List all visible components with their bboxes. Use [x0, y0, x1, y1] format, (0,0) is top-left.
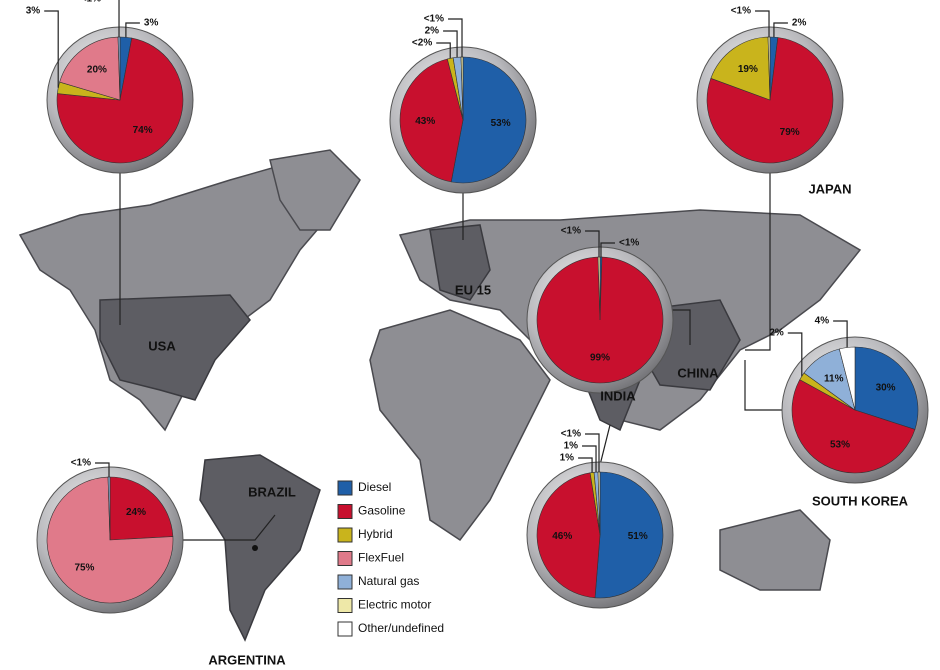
- region-label: SOUTH KOREA: [812, 493, 909, 508]
- region-label: CHINA: [677, 365, 719, 380]
- leader-line: [833, 320, 848, 348]
- slice-label: 1%: [564, 441, 579, 452]
- pie-slice: [56, 37, 184, 164]
- leader-line: [755, 10, 770, 38]
- connector-line: [665, 309, 691, 345]
- slice-label: 2%: [425, 26, 440, 37]
- leader-line: [95, 462, 110, 478]
- slice-label: 3%: [144, 18, 159, 29]
- slice-label: 24%: [126, 507, 146, 518]
- pie-slice: [710, 36, 771, 101]
- slice-label: 3%: [26, 6, 41, 17]
- region-label: USA: [148, 338, 176, 353]
- region-label: BRAZIL: [248, 484, 296, 499]
- slice-label: 11%: [824, 373, 844, 384]
- legend-swatch: [337, 504, 353, 519]
- leader-line: [125, 22, 140, 38]
- slice-label: 79%: [780, 127, 800, 138]
- connector-line: [180, 514, 276, 541]
- pie-slice: [399, 58, 464, 183]
- slice-label: <2%: [412, 38, 432, 49]
- slice-label: 51%: [628, 531, 648, 542]
- leader-line: [773, 22, 788, 38]
- pie-slice: [854, 346, 919, 430]
- pie-slice: [594, 471, 664, 599]
- map-label: ARGENTINA: [208, 652, 286, 667]
- slice-label: <1%: [561, 226, 581, 237]
- connector-line: [744, 360, 785, 411]
- leader-line: [443, 30, 458, 58]
- region-label: EU 15: [455, 282, 491, 297]
- pie-slice: [536, 472, 601, 599]
- connector-line: [599, 424, 611, 466]
- legend-label: Natural gas: [358, 574, 419, 588]
- slice-label: 74%: [133, 125, 153, 136]
- pie-slice: [460, 56, 464, 121]
- region-label: INDIA: [600, 388, 636, 403]
- leader-line: [787, 332, 803, 377]
- pie-slice: [767, 36, 771, 101]
- legend-swatch: [337, 574, 353, 590]
- slice-label: 99%: [590, 352, 610, 363]
- slice-label: 19%: [738, 64, 758, 75]
- legend: Diesel Gasoline Hybrid FlexFuel Natural gas E…: [337, 480, 444, 637]
- leader-line: [448, 18, 463, 58]
- legend-label: Electric motor: [358, 598, 431, 612]
- legend-label: Hybrid: [358, 527, 393, 541]
- slice-label: 53%: [491, 118, 511, 129]
- legend-label: Other/undefined: [358, 621, 444, 635]
- legend-swatch: [337, 551, 353, 566]
- slice-label: 1%: [560, 453, 575, 464]
- slice-label: <1%: [424, 14, 444, 25]
- leader-line: [585, 433, 600, 473]
- slice-label: 20%: [87, 65, 107, 76]
- pie-slice: [117, 36, 121, 101]
- slice-label: <1%: [561, 429, 581, 440]
- slice-label: 53%: [830, 439, 850, 450]
- slice-label: 46%: [552, 531, 572, 542]
- slice-label: 2%: [792, 18, 807, 29]
- leader-line: [600, 242, 615, 258]
- leader-line: [436, 42, 451, 59]
- slice-label: <1%: [71, 458, 91, 469]
- pie-slice: [791, 379, 916, 474]
- leader-line: [118, 0, 120, 38]
- slice-label: 2%: [769, 328, 784, 339]
- slice-label: <1%: [619, 238, 639, 249]
- region-dot: [252, 545, 258, 551]
- leader-line: [582, 445, 597, 473]
- slice-label: 30%: [876, 382, 896, 393]
- legend-label: Diesel: [358, 480, 391, 494]
- legend-swatch: [337, 621, 353, 637]
- slice-label: <1%: [81, 0, 101, 5]
- legend-swatch: [337, 527, 353, 543]
- slice-label: 4%: [815, 316, 830, 327]
- leader-line: [585, 230, 600, 258]
- slice-label: 43%: [415, 116, 435, 127]
- pie-slice: [109, 476, 174, 541]
- legend-label: Gasoline: [358, 504, 406, 518]
- region-label: JAPAN: [808, 181, 851, 196]
- leader-line: [44, 10, 59, 88]
- slice-label: <1%: [731, 6, 751, 17]
- pie-slice: [536, 256, 664, 384]
- connector-line: [745, 170, 771, 351]
- legend-swatch: [337, 598, 353, 613]
- pie-slice: [46, 476, 174, 604]
- pie-slice: [59, 36, 121, 101]
- slice-label: 75%: [74, 563, 94, 574]
- legend-swatch: [337, 480, 353, 496]
- pie-slice: [450, 56, 527, 184]
- legend-label: FlexFuel: [358, 551, 404, 565]
- leader-line: [578, 457, 593, 473]
